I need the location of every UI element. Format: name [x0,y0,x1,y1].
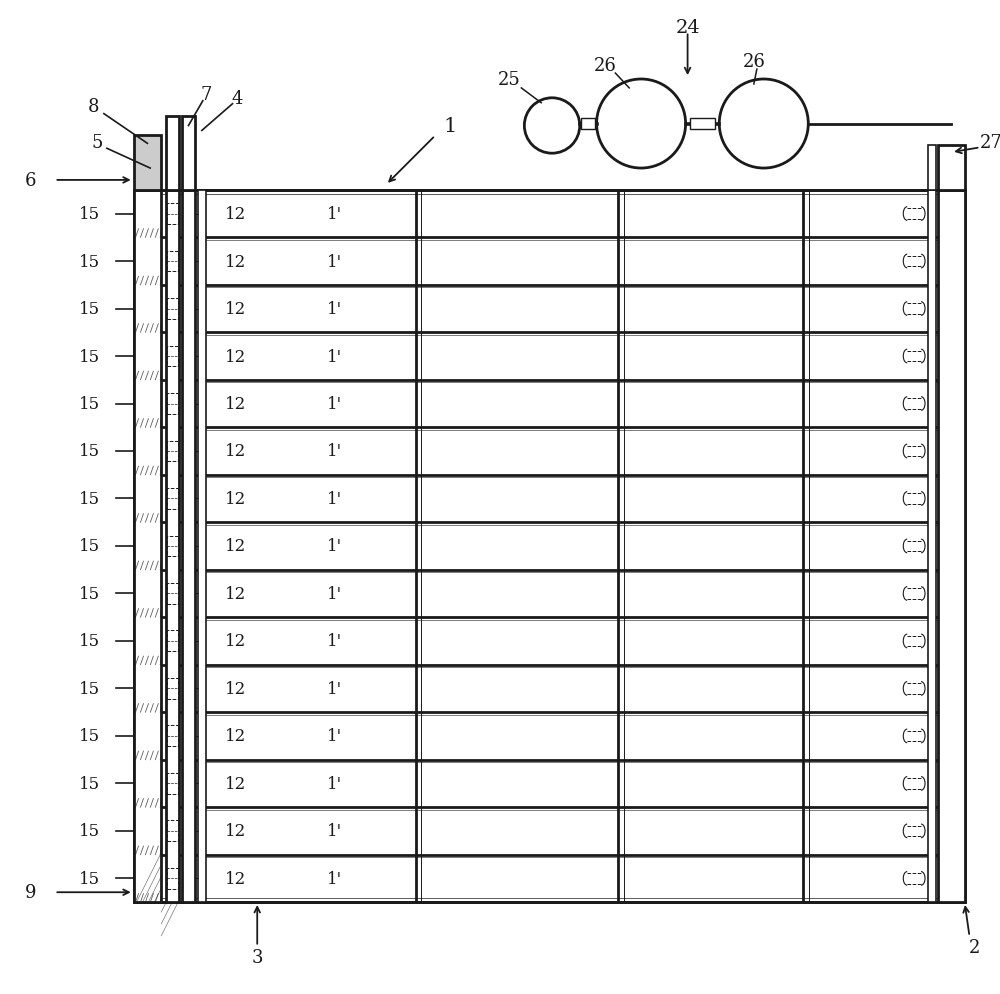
Text: 12: 12 [225,253,246,270]
Bar [928,146,936,191]
Bar [166,191,179,903]
Bar [138,195,961,899]
Text: 15: 15 [78,443,100,460]
Text: 1: 1 [443,117,457,136]
Bar [167,346,178,367]
Text: 1': 1' [327,823,342,840]
Bar [167,773,178,794]
Text: 12: 12 [225,396,246,413]
Text: 12: 12 [225,443,246,460]
Bar [938,146,965,191]
Text: 15: 15 [78,680,100,697]
Text: 15: 15 [78,823,100,840]
Text: 1': 1' [327,870,342,887]
Text: 1': 1' [327,301,342,318]
Text: 15: 15 [78,633,100,650]
Text: 25: 25 [498,71,521,88]
Text: 12: 12 [225,490,246,508]
Text: 1': 1' [327,348,342,365]
Bar [167,441,178,462]
Text: 15: 15 [78,585,100,602]
Text: 24: 24 [675,19,700,37]
Bar [167,394,178,414]
Text: 15: 15 [78,870,100,887]
Text: 12: 12 [225,728,246,745]
Text: 15: 15 [78,728,100,745]
Bar [182,116,195,191]
Text: 12: 12 [225,538,246,555]
Bar [938,191,965,903]
Text: 1': 1' [327,538,342,555]
Text: 1': 1' [327,775,342,792]
Text: 12: 12 [225,775,246,792]
Text: 1': 1' [327,728,342,745]
Text: 6: 6 [25,172,36,190]
Text: 27: 27 [979,134,1000,152]
Bar [167,726,178,746]
Text: 15: 15 [78,396,100,413]
Bar [134,191,161,903]
Text: 15: 15 [78,206,100,223]
Bar [581,118,595,130]
Bar [690,118,715,130]
Text: 9: 9 [25,884,36,902]
Text: 15: 15 [78,348,100,365]
Text: 12: 12 [225,870,246,887]
Bar [928,191,936,903]
Text: 4: 4 [232,89,243,107]
Bar [166,116,179,191]
Bar [134,191,965,903]
Text: 2: 2 [969,937,980,955]
Text: 15: 15 [78,301,100,318]
Text: 12: 12 [225,301,246,318]
Bar [198,191,206,903]
Text: 12: 12 [225,680,246,697]
Text: 26: 26 [742,53,765,72]
Bar [167,868,178,889]
Bar [167,821,178,842]
Bar [167,678,178,699]
Text: 15: 15 [78,538,100,555]
Bar [167,536,178,557]
Bar [167,488,178,509]
Text: 1': 1' [327,680,342,697]
Text: 1': 1' [327,633,342,650]
Text: 15: 15 [78,775,100,792]
Text: 1': 1' [327,206,342,223]
Bar [167,204,178,225]
Text: 15: 15 [78,253,100,270]
Text: 1': 1' [327,585,342,602]
Text: 12: 12 [225,823,246,840]
Text: 7: 7 [200,85,211,103]
Bar [134,136,161,191]
Text: 12: 12 [225,348,246,365]
Text: 5: 5 [91,134,103,152]
Text: 1': 1' [327,490,342,508]
Bar [167,299,178,320]
Text: 8: 8 [88,97,100,115]
Bar [182,191,195,903]
Text: 1': 1' [327,396,342,413]
Text: 12: 12 [225,585,246,602]
Bar [167,631,178,652]
Text: 26: 26 [594,57,617,76]
Text: 1': 1' [327,253,342,270]
Text: 15: 15 [78,490,100,508]
Bar [167,251,178,272]
Text: 12: 12 [225,206,246,223]
Text: 12: 12 [225,633,246,650]
Text: 3: 3 [251,947,263,965]
Text: 1': 1' [327,443,342,460]
Bar [167,583,178,604]
